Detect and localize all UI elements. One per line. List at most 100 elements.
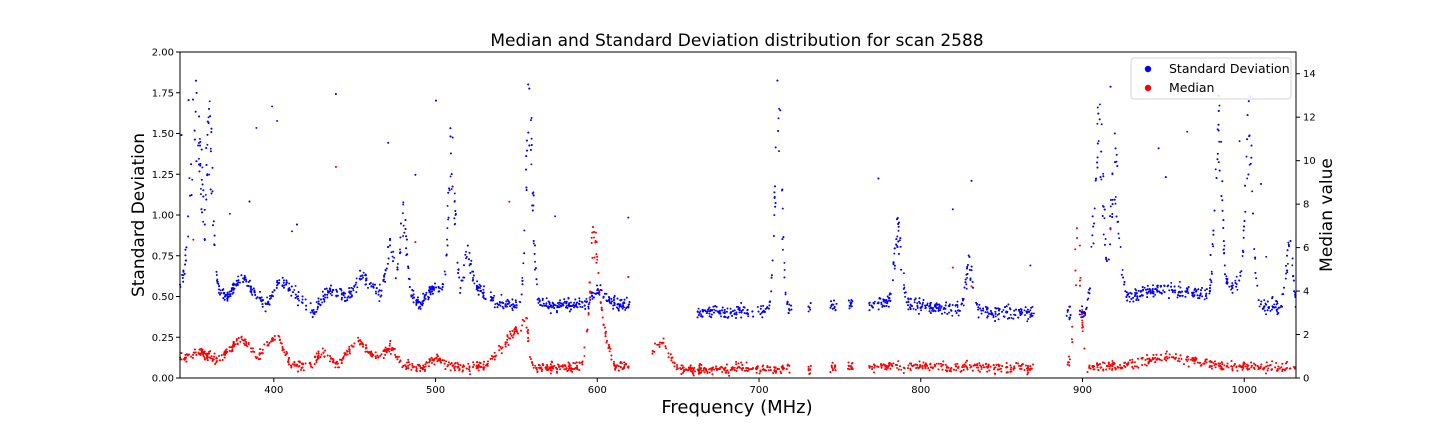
data-point (887, 296, 890, 299)
data-point (723, 308, 726, 311)
data-point (1177, 285, 1180, 288)
data-point (209, 115, 212, 118)
data-point (549, 312, 552, 315)
data-point (596, 292, 599, 294)
data-point (608, 298, 610, 301)
data-point (1235, 283, 1238, 286)
data-point (1186, 287, 1189, 290)
data-point (554, 215, 557, 218)
data-point (1293, 290, 1296, 293)
data-point (511, 307, 514, 310)
data-point (199, 140, 202, 143)
data-point (291, 230, 293, 233)
data-point (468, 258, 470, 261)
data-point (279, 341, 282, 344)
data-point (578, 297, 581, 300)
data-point (1254, 257, 1257, 260)
data-point (1205, 288, 1208, 291)
data-point (1111, 360, 1114, 362)
data-point (390, 251, 393, 254)
data-point (617, 303, 620, 306)
data-point (884, 301, 887, 304)
data-point (305, 308, 308, 311)
data-point (1257, 299, 1260, 302)
data-point (591, 294, 593, 297)
data-point (788, 308, 790, 311)
data-point (568, 302, 571, 305)
data-point (334, 93, 337, 95)
data-point (1268, 306, 1270, 308)
data-point (1095, 177, 1098, 180)
data-point (1087, 297, 1090, 300)
data-point (1223, 244, 1226, 247)
data-point (593, 236, 595, 239)
data-point (324, 293, 326, 296)
data-point (350, 295, 353, 298)
data-point (1123, 283, 1126, 286)
data-point (992, 316, 995, 319)
data-point (1005, 305, 1008, 308)
data-point (500, 347, 503, 350)
data-point (532, 240, 535, 242)
data-point (301, 301, 304, 304)
data-point (223, 291, 226, 294)
data-point (243, 278, 246, 281)
data-point (872, 306, 874, 309)
data-point (913, 301, 916, 304)
data-point (765, 307, 768, 310)
data-point (1248, 163, 1251, 166)
data-point (1013, 309, 1016, 312)
data-point (510, 334, 513, 337)
data-point (391, 255, 394, 258)
data-point (725, 310, 728, 313)
data-point (1109, 85, 1112, 88)
data-point (1284, 369, 1286, 372)
data-point (1154, 293, 1157, 296)
data-point (587, 303, 590, 306)
data-point (545, 304, 548, 307)
data-point (510, 303, 513, 306)
data-point (850, 305, 853, 308)
data-point (912, 307, 915, 310)
data-point (919, 302, 922, 305)
data-point (932, 309, 935, 312)
data-point (255, 126, 258, 129)
data-point (557, 306, 560, 309)
data-point (311, 316, 314, 318)
data-point (382, 279, 385, 281)
data-point (525, 168, 528, 171)
data-point (1220, 140, 1223, 143)
data-point (595, 261, 598, 264)
data-point (613, 295, 616, 297)
data-point (623, 364, 626, 366)
data-point (613, 296, 615, 299)
data-point (374, 283, 377, 286)
data-point (556, 311, 558, 314)
data-point (898, 221, 900, 224)
data-point (202, 189, 205, 192)
data-point (448, 187, 451, 190)
data-point (520, 293, 523, 296)
data-point (322, 294, 325, 297)
data-point (226, 291, 229, 294)
data-point (726, 307, 729, 310)
data-point (1026, 308, 1029, 311)
data-point (581, 306, 584, 309)
data-point (761, 310, 764, 313)
data-point (1223, 364, 1226, 367)
data-point (710, 369, 713, 372)
data-point (1084, 313, 1087, 316)
data-point (404, 219, 407, 221)
data-point (1085, 308, 1087, 311)
data-point (786, 300, 789, 303)
data-point (1096, 142, 1099, 145)
data-point (311, 310, 314, 313)
data-point (357, 336, 360, 339)
data-point (472, 274, 475, 277)
data-point (212, 224, 214, 227)
data-point (893, 252, 896, 255)
data-point (226, 299, 229, 302)
data-point (1284, 277, 1287, 280)
data-point (294, 284, 297, 287)
data-point (324, 296, 327, 299)
